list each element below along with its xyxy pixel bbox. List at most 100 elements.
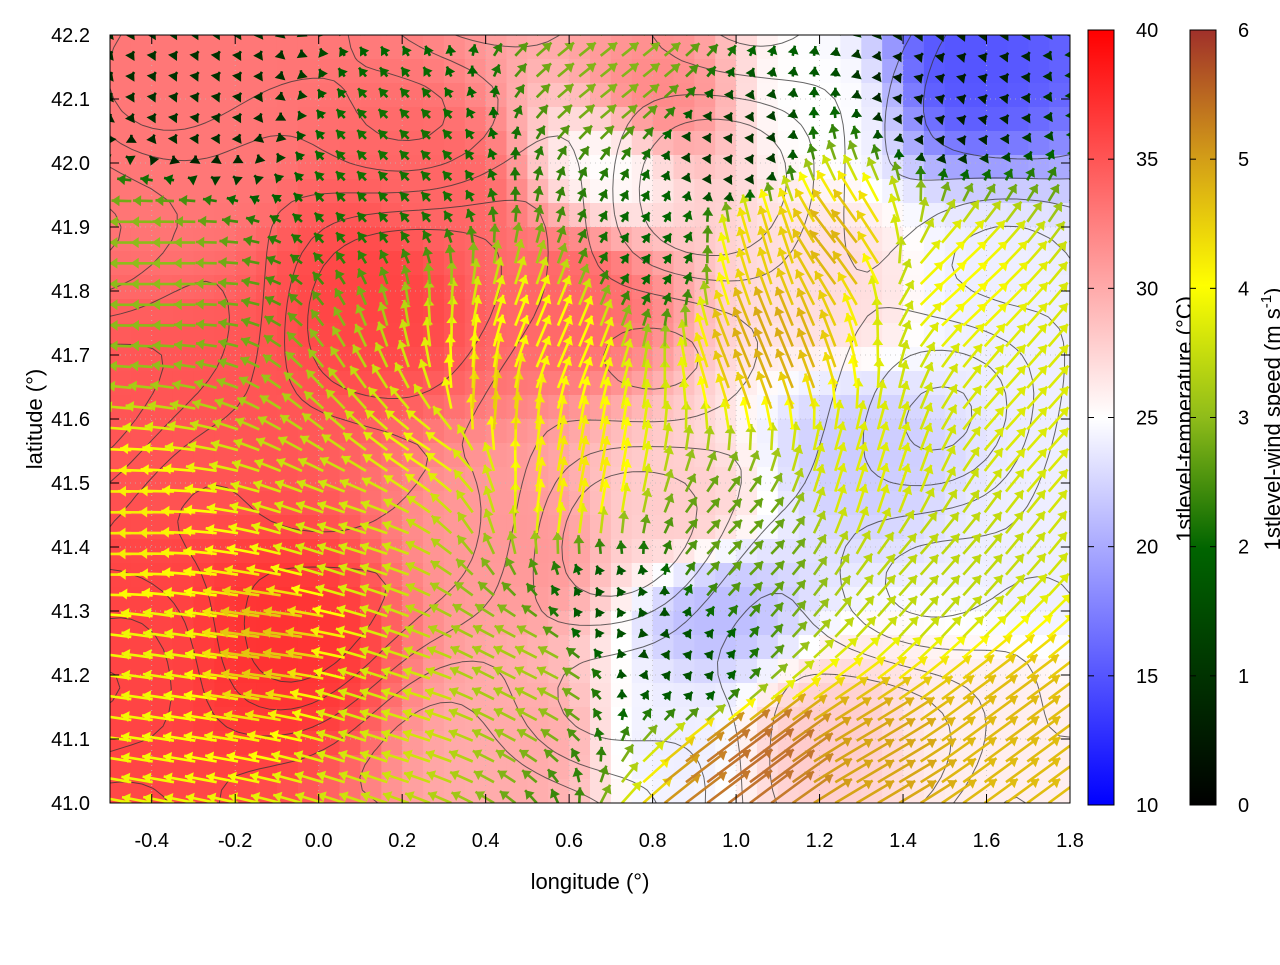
colorbar-tick-label: 4 <box>1238 278 1249 300</box>
wind-vector <box>78 629 111 640</box>
heatmap-cell <box>632 419 653 444</box>
x-tick-label: -0.4 <box>135 830 169 852</box>
wind-vector <box>424 25 435 35</box>
wind-vector <box>91 195 111 206</box>
x-tick-label: 0.4 <box>472 830 500 852</box>
y-tick-label: 41.6 <box>51 409 90 431</box>
heatmap-cell <box>527 779 548 804</box>
x-tick-label: 0.2 <box>388 830 416 852</box>
heatmap-cell <box>152 515 173 540</box>
heatmap-cell <box>653 419 674 444</box>
heatmap-cell <box>423 179 444 204</box>
heatmap-cell <box>632 515 653 540</box>
wind-vector <box>446 24 457 35</box>
heatmap-cell <box>966 131 987 156</box>
wind-vector <box>1070 222 1085 243</box>
heatmap-cell <box>507 611 528 636</box>
heatmap-cell <box>277 323 298 348</box>
wind-vector <box>1070 303 1088 325</box>
y-tick-label: 41.5 <box>51 473 90 495</box>
wind-vector <box>1070 283 1088 305</box>
heatmap-cell <box>1049 611 1070 636</box>
colorbar-tick-label: 25 <box>1136 408 1158 430</box>
heatmap-cell <box>131 155 152 180</box>
heatmap-cell <box>277 59 298 84</box>
wind-vector <box>788 25 799 36</box>
heatmap-cell <box>235 371 256 396</box>
wind-vector <box>601 22 617 35</box>
wind-vector <box>558 22 574 35</box>
wind-vector <box>89 216 110 227</box>
wind-vector <box>747 24 757 35</box>
wind-vector <box>88 237 110 248</box>
wind-vector <box>1070 511 1088 533</box>
heatmap-cell <box>548 131 569 156</box>
heatmap-cell <box>173 299 194 324</box>
heatmap-cell <box>152 419 173 444</box>
wind-vector <box>1070 490 1088 512</box>
heatmap-cell <box>131 419 152 444</box>
wind-vector <box>1070 470 1089 492</box>
heatmap-cell <box>1049 59 1070 84</box>
heatmap-cell <box>653 179 674 204</box>
wind-vector <box>1070 574 1091 596</box>
heatmap-cell <box>694 131 715 156</box>
heatmap-cell <box>1007 83 1028 108</box>
heatmap-cell <box>465 683 486 708</box>
wind-vector <box>1070 428 1090 450</box>
wind-vector <box>381 26 391 36</box>
heatmap-cell <box>110 587 131 612</box>
wind-vector <box>494 23 503 36</box>
heatmap-cell <box>590 227 611 252</box>
wind-vector <box>665 22 681 35</box>
x-axis-title: longitude (°) <box>531 869 650 894</box>
wind-vector <box>1070 184 1081 201</box>
colorbar-tick-label: 1 <box>1238 666 1249 688</box>
colorbar-tick-label: 2 <box>1238 537 1249 559</box>
heatmap-cell <box>987 131 1008 156</box>
heatmap-cell <box>757 419 778 444</box>
heatmap-cell <box>527 587 548 612</box>
heatmap-cell <box>1028 107 1049 132</box>
colorbar-tick-label: 15 <box>1136 666 1158 688</box>
wind-vector <box>104 72 114 82</box>
heatmap-cell <box>882 755 903 780</box>
heatmap-cell <box>987 563 1008 588</box>
heatmap-cell <box>360 35 381 60</box>
wind-vector <box>95 174 110 185</box>
heatmap-cell <box>653 203 674 228</box>
wind-vector <box>1070 449 1089 471</box>
heatmap-cell <box>548 59 569 84</box>
heatmap-cell <box>715 131 736 156</box>
heatmap-cell <box>632 323 653 348</box>
wind-vector <box>643 22 659 35</box>
wind-vector <box>830 27 841 36</box>
wind-vector <box>1070 387 1090 409</box>
heatmap-cell <box>173 347 194 372</box>
colorbar-tick-label: 35 <box>1136 149 1158 171</box>
heatmap-cell <box>214 203 235 228</box>
heatmap-cell <box>799 347 820 372</box>
colorbar-tick-label: 3 <box>1238 408 1249 430</box>
wind-vector <box>403 25 413 35</box>
heatmap-cell <box>757 659 778 684</box>
heatmap-cell <box>319 659 340 684</box>
heatmap-cell <box>799 107 820 132</box>
x-tick-label: 1.6 <box>973 830 1001 852</box>
heatmap-cell <box>945 83 966 108</box>
colorbar-tick-label: 0 <box>1238 795 1249 817</box>
heatmap-cell <box>1007 131 1028 156</box>
wind-vector <box>1070 553 1089 575</box>
wind-vector <box>728 24 737 36</box>
wind-vector <box>77 444 110 455</box>
heatmap-cell <box>235 131 256 156</box>
heatmap-cell <box>861 227 882 252</box>
heatmap-cell <box>235 203 256 228</box>
heatmap-cell <box>632 347 653 372</box>
wind-vector <box>78 691 110 702</box>
colorbar-tick-label: 40 <box>1136 20 1158 42</box>
wind-vector <box>622 22 638 35</box>
heatmap-cell <box>256 59 277 84</box>
heatmap-cell <box>966 83 987 108</box>
